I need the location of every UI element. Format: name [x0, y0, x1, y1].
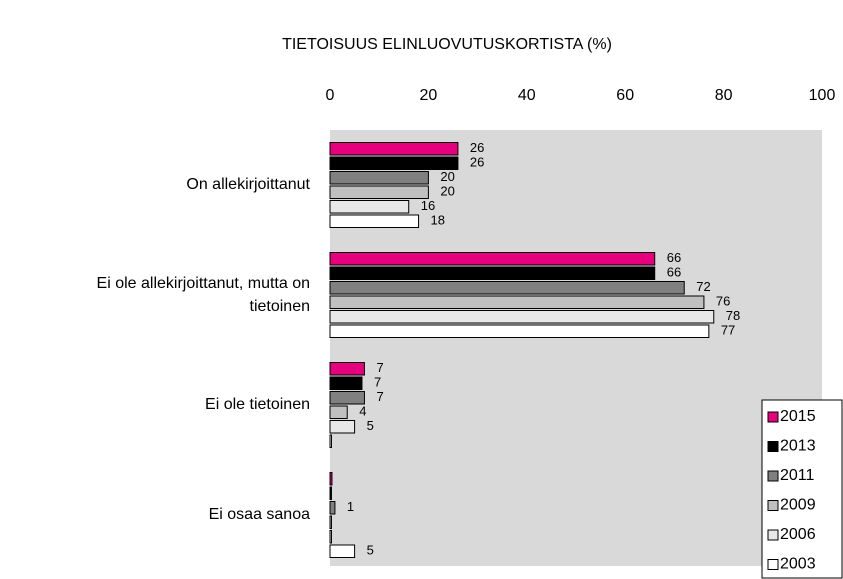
category-label: On allekirjoittanut	[186, 176, 310, 193]
plot-area	[330, 130, 822, 566]
x-tick-label: 100	[809, 87, 836, 104]
value-label: 26	[470, 155, 484, 170]
bar	[329, 405, 348, 419]
bar	[329, 324, 710, 338]
x-tick-label: 80	[715, 87, 733, 104]
category-label: Ei osaa sanoa	[209, 506, 311, 523]
legend-box	[761, 399, 843, 579]
bar	[329, 142, 459, 156]
bar	[329, 376, 363, 390]
legend-label: 2015	[780, 408, 816, 425]
x-tick-label: 0	[326, 87, 335, 104]
bar	[329, 266, 656, 280]
bar	[329, 295, 705, 309]
value-label: 66	[667, 265, 681, 280]
legend-label: 2009	[780, 497, 816, 514]
bar	[329, 434, 332, 448]
bar	[329, 252, 656, 266]
bar	[329, 156, 459, 170]
value-label: 5	[367, 543, 374, 558]
legend-swatch	[767, 411, 779, 423]
bar	[329, 544, 356, 558]
legend-swatch	[767, 529, 779, 541]
value-label: 7	[376, 360, 383, 375]
value-label: 77	[721, 323, 735, 338]
category-label: Ei ole allekirjoittanut, mutta on tietoin…	[97, 275, 310, 315]
legend-swatch	[767, 559, 779, 570]
bar	[329, 391, 365, 405]
bar	[329, 200, 410, 214]
value-label: 20	[440, 169, 454, 184]
value-label: 78	[726, 308, 740, 323]
value-label: 26	[470, 140, 484, 155]
bar	[329, 185, 429, 199]
value-label: 7	[376, 389, 383, 404]
x-tick-label: 20	[420, 87, 438, 104]
value-label: 18	[431, 213, 445, 228]
bar	[329, 501, 336, 515]
value-label: 7	[374, 375, 381, 390]
bar	[329, 214, 420, 228]
legend-label: 2013	[780, 438, 816, 455]
value-label: 20	[440, 184, 454, 199]
legend-swatch	[767, 470, 779, 482]
chart-title: TIETOISUUS ELINLUOVUTUSKORTISTA (%)	[282, 36, 612, 53]
legend-label: 2011	[780, 467, 815, 484]
value-label: 4	[359, 404, 366, 419]
legend-label: 2003	[780, 556, 816, 573]
value-label: 16	[421, 198, 435, 213]
bar	[329, 310, 715, 324]
legend-swatch	[767, 441, 779, 452]
bar	[329, 515, 332, 529]
value-label: 5	[367, 418, 374, 433]
bar	[329, 420, 356, 434]
x-tick-label: 60	[616, 87, 634, 104]
legend-label: 2006	[780, 526, 816, 543]
legend-swatch	[767, 500, 779, 511]
bar	[329, 171, 429, 185]
value-label: 1	[347, 499, 354, 514]
value-label: 72	[696, 279, 710, 294]
bar	[329, 281, 685, 295]
x-tick-label: 40	[518, 87, 536, 104]
bar	[329, 472, 333, 486]
bar	[329, 530, 332, 544]
bar	[329, 486, 332, 500]
value-label: 76	[716, 294, 730, 309]
value-label: 66	[667, 250, 681, 265]
category-label: Ei ole tietoinen	[205, 396, 310, 413]
bar	[329, 362, 365, 376]
